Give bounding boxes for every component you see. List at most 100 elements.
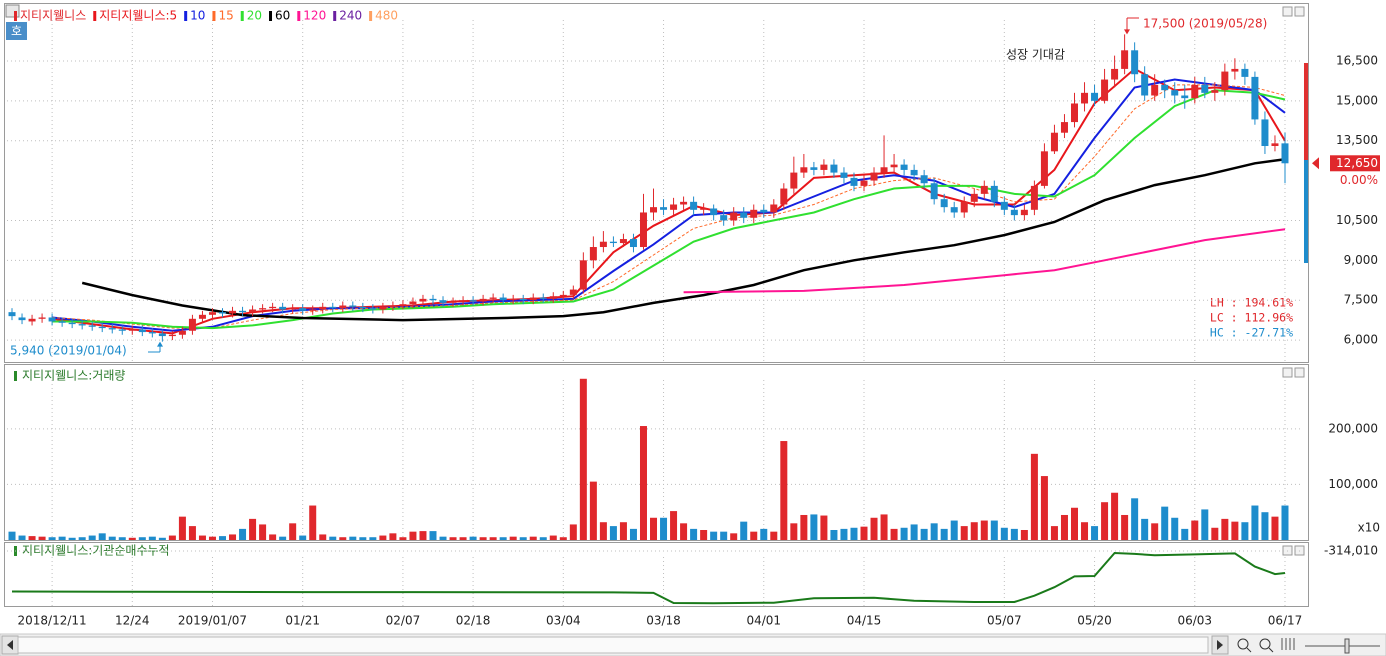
- candle-body: [239, 310, 247, 313]
- volume-bar: [1040, 476, 1048, 540]
- volume-bar: [970, 522, 978, 540]
- candle-body: [1231, 68, 1239, 72]
- legend-label: 120: [303, 9, 326, 23]
- candle-body: [680, 201, 688, 205]
- volume-bar: [339, 537, 347, 540]
- volume-bar: [579, 378, 587, 540]
- candle-body: [1271, 143, 1279, 147]
- volume-bar: [249, 518, 257, 540]
- x-tick-label: 05/20: [1077, 614, 1112, 628]
- candle-body: [830, 164, 838, 173]
- volume-bar: [1191, 520, 1199, 540]
- x-tick-label: 2018/12/11: [18, 614, 87, 628]
- legend-label: 10: [190, 9, 205, 23]
- volume-bar: [1141, 518, 1149, 540]
- candle-body: [730, 212, 738, 221]
- candle-body: [549, 296, 557, 299]
- volume-bar: [1121, 514, 1129, 540]
- candle-body: [98, 326, 106, 329]
- legend-label: 240: [339, 9, 362, 23]
- volume-bar: [980, 520, 988, 540]
- volume-bar: [890, 528, 898, 540]
- volume-bar: [920, 528, 928, 540]
- candle-body: [188, 318, 196, 331]
- volume-bar: [1251, 505, 1259, 540]
- volume-bar: [379, 535, 387, 540]
- candle-body: [1251, 76, 1259, 120]
- legend-swatch: [269, 11, 273, 21]
- candle-body: [780, 188, 788, 205]
- volume-bar: [429, 531, 437, 540]
- candle-body: [88, 325, 96, 327]
- candle-body: [509, 298, 517, 301]
- volume-bar: [269, 534, 277, 540]
- panel-buttons[interactable]: [1282, 6, 1305, 556]
- candle-body: [1141, 74, 1149, 96]
- range-bar-up: [1304, 63, 1308, 160]
- volume-bar: [1221, 518, 1229, 540]
- candle-body: [1111, 68, 1119, 80]
- volume-bar: [68, 537, 76, 540]
- x-tick-label: 01/21: [285, 614, 320, 628]
- change-label: 0.00%: [1340, 173, 1378, 187]
- candle-body: [198, 314, 206, 319]
- y-tick-label: 9,000: [1344, 253, 1378, 267]
- volume-bar: [28, 536, 36, 540]
- badge[interactable]: 호: [11, 24, 22, 38]
- price-panel: [4, 3, 1309, 363]
- candle-body: [1000, 201, 1008, 210]
- candle-body: [178, 330, 186, 335]
- volume-bar: [1241, 522, 1249, 540]
- candle-body: [579, 260, 587, 290]
- candle-body: [379, 306, 387, 310]
- scrollbar[interactable]: [0, 633, 1386, 656]
- volume-bar: [700, 529, 708, 540]
- candle-body: [219, 312, 227, 314]
- candle-body: [660, 207, 668, 210]
- range-bar-down: [1304, 160, 1308, 263]
- volume-bar: [910, 524, 918, 540]
- candle-body: [740, 212, 748, 218]
- high-label: 17,500 (2019/05/28): [1143, 17, 1267, 31]
- candle-body: [990, 185, 998, 202]
- legend-label: 지티지웰니스: [20, 9, 86, 23]
- candle-body: [399, 304, 407, 306]
- candle-body: [930, 183, 938, 200]
- volume-bar: [78, 537, 86, 540]
- price-marker: [1312, 157, 1319, 170]
- volume-bar: [1201, 509, 1209, 540]
- x-tick-label: 05/07: [987, 614, 1022, 628]
- volume-bar: [479, 537, 487, 540]
- volume-bar: [1060, 514, 1068, 540]
- volume-bar: [439, 536, 447, 540]
- volume-bar: [609, 526, 617, 540]
- volume-bar: [309, 505, 317, 540]
- candle-body: [309, 309, 317, 311]
- candle-body: [208, 312, 216, 315]
- candle-body: [750, 209, 758, 218]
- low-arrow-head: [157, 341, 163, 347]
- candle-body: [1060, 122, 1068, 133]
- panel-icon[interactable]: [5, 4, 20, 18]
- y-tick-label: 7,500: [1344, 293, 1378, 307]
- badge-box[interactable]: [6, 22, 27, 40]
- volume-bar: [489, 537, 497, 540]
- volume-bar: [930, 523, 938, 540]
- legend-swatch: [212, 11, 216, 21]
- volume-bar: [259, 524, 267, 540]
- annotation: 성장 기대감: [1006, 48, 1065, 62]
- volume-panel: [4, 364, 1309, 541]
- volume-bar: [639, 426, 647, 540]
- volume-bar: [419, 531, 427, 540]
- candle-body: [1101, 79, 1109, 101]
- volume-bar: [449, 537, 457, 540]
- candle-body: [1281, 143, 1289, 164]
- volume-bar: [750, 531, 758, 540]
- candle-body: [439, 300, 447, 303]
- volume-bar: [1000, 527, 1008, 540]
- y-tick-label: 13,500: [1336, 133, 1378, 147]
- candle-body: [639, 212, 647, 248]
- volume-bar: [960, 526, 968, 540]
- legend-swatch: [14, 11, 17, 21]
